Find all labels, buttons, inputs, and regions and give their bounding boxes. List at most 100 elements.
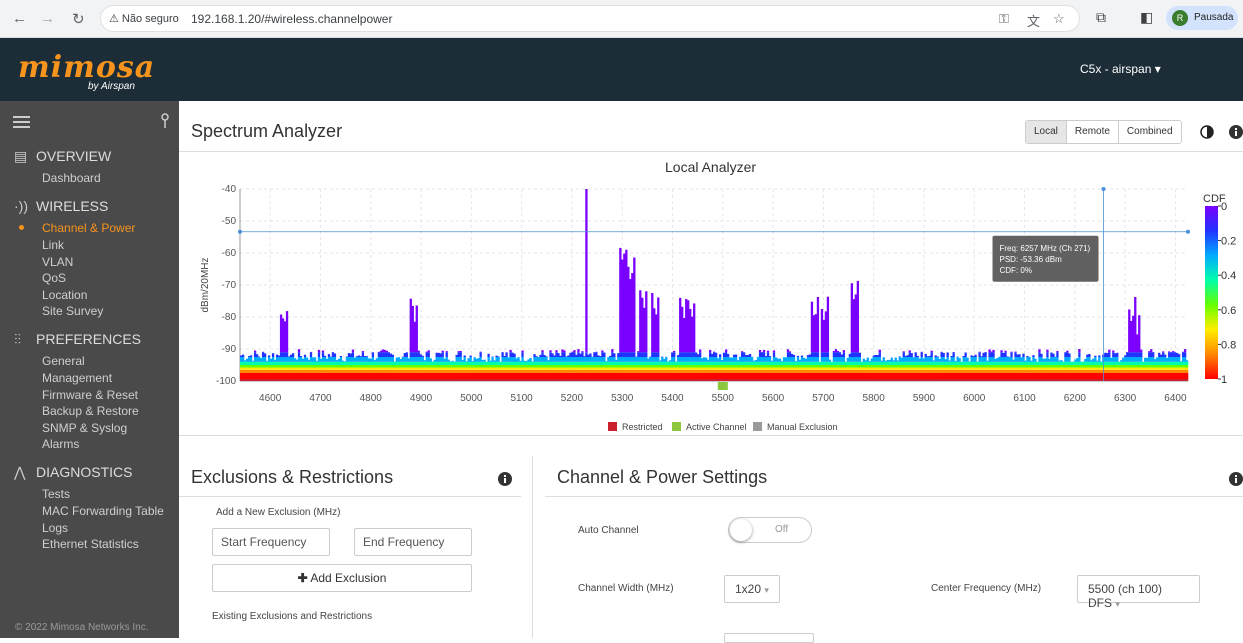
channel-power-info-icon[interactable] <box>1229 472 1243 486</box>
spectrum-band <box>917 370 919 373</box>
sidebar-item-channel-power[interactable]: Channel & Power <box>42 221 135 235</box>
center-frequency-select[interactable]: 5500 (ch 100) DFS ▾ <box>1077 575 1200 603</box>
sidebar-item-ethernet-statistics[interactable]: Ethernet Statistics <box>42 537 139 551</box>
spectrum-band <box>380 357 382 362</box>
sidebar-item-link[interactable]: Link <box>42 238 64 252</box>
extensions-icon[interactable]: ⧉ <box>1096 9 1106 26</box>
spectrum-band <box>549 352 551 357</box>
spectrum-band <box>1052 368 1054 370</box>
spectrum-band <box>1172 370 1174 373</box>
spectrum-band <box>1040 362 1042 365</box>
device-dropdown[interactable]: C5x - airspan ▾ <box>1080 62 1161 76</box>
spectrum-band <box>446 362 448 365</box>
sidebar-section-preferences[interactable]: ⫶⫶PREFERENCES <box>14 331 141 348</box>
sidebar-item-dashboard[interactable]: Dashboard <box>42 171 101 185</box>
side-panel-icon[interactable]: ◧ <box>1140 9 1153 26</box>
tab-remote[interactable]: Remote <box>1067 121 1119 143</box>
pin-icon[interactable] <box>160 113 170 129</box>
spectrum-band <box>1066 368 1068 370</box>
spectrum-band <box>707 365 709 368</box>
sidebar-item-backup-restore[interactable]: Backup & Restore <box>42 404 139 418</box>
auto-channel-toggle[interactable]: Off <box>728 517 812 543</box>
bookmark-star-icon[interactable]: ☆ <box>1053 11 1065 27</box>
address-bar[interactable]: ⚠ Não seguro 192.168.1.20/#wireless.chan… <box>100 5 1080 32</box>
spectrum-band <box>1018 354 1020 357</box>
back-icon[interactable]: ← <box>12 10 27 27</box>
url-text[interactable]: 192.168.1.20/#wireless.channelpower <box>191 12 392 26</box>
sidebar-item-tests[interactable]: Tests <box>42 487 70 501</box>
spectrum-band <box>320 359 322 362</box>
spectrum-band <box>495 357 497 362</box>
sidebar-item-vlan[interactable]: VLAN <box>42 255 73 269</box>
x-tick-label: 5100 <box>511 393 534 404</box>
spectrum-band <box>775 357 777 361</box>
sidebar-item-logs[interactable]: Logs <box>42 521 68 535</box>
sidebar-item-management[interactable]: Management <box>42 371 112 385</box>
sidebar-section-overview[interactable]: ▤OVERVIEW <box>14 148 111 165</box>
spectrum-band <box>775 362 777 365</box>
spectrum-band <box>240 370 242 373</box>
tab-local[interactable]: Local <box>1026 121 1067 143</box>
spectrum-band <box>1038 352 1040 357</box>
spectrum-band <box>1108 352 1110 357</box>
colorbar-tick-label: 0 <box>1221 201 1227 213</box>
start-frequency-input[interactable]: Start Frequency <box>212 528 330 556</box>
sidebar-item-general[interactable]: General <box>42 354 85 368</box>
spectrum-band <box>1038 357 1040 362</box>
profile-button[interactable]: R Pausada <box>1166 6 1238 30</box>
spectrum-band <box>346 368 348 370</box>
spectrum-band <box>917 365 919 368</box>
hamburger-menu-icon[interactable] <box>13 115 30 128</box>
spectrum-band <box>765 368 767 370</box>
spectrum-band <box>719 354 721 357</box>
spectrum-band <box>481 365 483 368</box>
next-field-select[interactable] <box>724 633 814 643</box>
spectrum-band <box>603 357 605 362</box>
spectrum-band <box>569 357 571 362</box>
spectrum-band <box>1086 368 1088 370</box>
sidebar-item-site-survey[interactable]: Site Survey <box>42 304 103 318</box>
sidebar-section-wireless[interactable]: ·))WIRELESS <box>14 198 108 214</box>
spectrum-band <box>771 365 773 368</box>
spectrum-band <box>655 362 657 365</box>
spectrum-band <box>1008 368 1010 370</box>
translate-icon[interactable]: 文 <box>1027 11 1040 30</box>
reload-icon[interactable]: ↻ <box>72 10 85 28</box>
sidebar-item-mac-forwarding-table[interactable]: MAC Forwarding Table <box>42 504 164 518</box>
spectrum-band <box>841 368 843 370</box>
sidebar-item-qos[interactable]: QoS <box>42 271 66 285</box>
spectrum-peak <box>1148 351 1150 352</box>
spectrum-band <box>535 368 537 370</box>
spectrum-band <box>354 365 356 368</box>
sidebar-item-snmp-syslog[interactable]: SNMP & Syslog <box>42 421 127 435</box>
spectrum-band <box>687 357 689 362</box>
end-frequency-input[interactable]: End Frequency <box>354 528 472 556</box>
spectrum-band <box>609 365 611 368</box>
sidebar-item-firmware-reset[interactable]: Firmware & Reset <box>42 388 138 402</box>
info-icon[interactable] <box>1229 125 1243 139</box>
sidebar-section-diagnostics[interactable]: ⋀DIAGNOSTICS <box>14 464 132 481</box>
spectrum-band <box>815 362 817 365</box>
spectrum-peak <box>1138 315 1140 352</box>
exclusions-info-icon[interactable] <box>498 472 512 486</box>
sidebar-item-alarms[interactable]: Alarms <box>42 437 79 451</box>
spectrum-band <box>310 362 312 365</box>
sidebar-item-location[interactable]: Location <box>42 288 87 302</box>
spectrum-band <box>1042 370 1044 373</box>
spectrum-band <box>693 357 695 362</box>
spectrum-band <box>988 362 990 365</box>
channel-width-select[interactable]: 1x20 ▾ <box>724 575 780 603</box>
spectrum-band <box>1068 365 1070 368</box>
not-secure-indicator[interactable]: ⚠ Não seguro <box>109 12 179 25</box>
spectrum-band <box>1104 365 1106 368</box>
forward-icon[interactable]: → <box>40 10 55 27</box>
spectrum-band <box>1022 368 1024 370</box>
add-exclusion-button[interactable]: ✚ Add Exclusion <box>212 564 472 592</box>
contrast-icon[interactable] <box>1200 125 1214 139</box>
spectrum-band <box>815 370 817 373</box>
mimosa-logo[interactable]: mimosa <box>18 50 155 85</box>
spectrum-peak <box>362 351 364 352</box>
password-key-icon[interactable]: ⚿ <box>999 11 1009 27</box>
tab-combined[interactable]: Combined <box>1119 121 1181 143</box>
